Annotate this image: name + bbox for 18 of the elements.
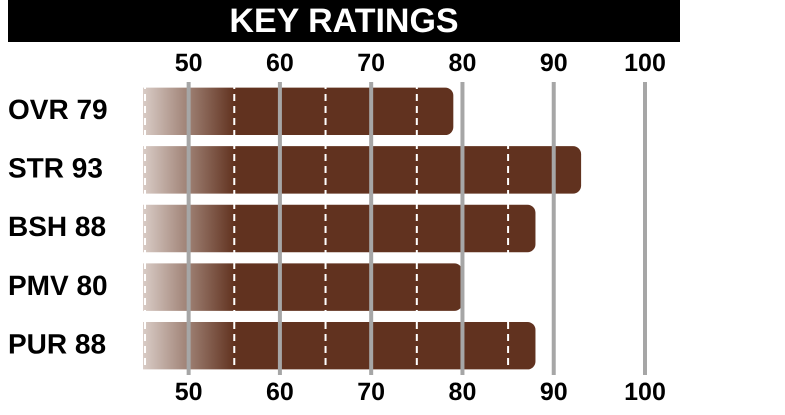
x-tick-label: 100 (624, 48, 666, 77)
x2-tick-label: 100 (624, 378, 666, 406)
x2-tick-label: 60 (266, 378, 294, 406)
x-tick-label: 80 (448, 48, 476, 77)
x2-tick-label: 70 (357, 378, 386, 406)
x2-tick-label: 50 (174, 378, 203, 406)
x2-tick-label: 80 (448, 378, 476, 406)
y-tick-label: PUR 88 (8, 328, 106, 360)
x-tick-label: 90 (540, 48, 568, 77)
x-tick-label: 60 (266, 48, 294, 77)
x-tick-label: 50 (174, 48, 203, 77)
chart-title: KEY RATINGS (8, 0, 680, 42)
x2-tick-label: 90 (540, 378, 568, 406)
y-tick-label: STR 93 (8, 152, 103, 184)
x-tick-label: 70 (357, 48, 386, 77)
y-tick-label: PMV 80 (8, 270, 108, 301)
y-tick-label: OVR 79 (8, 94, 108, 126)
y-tick-label: BSH 88 (8, 211, 106, 242)
